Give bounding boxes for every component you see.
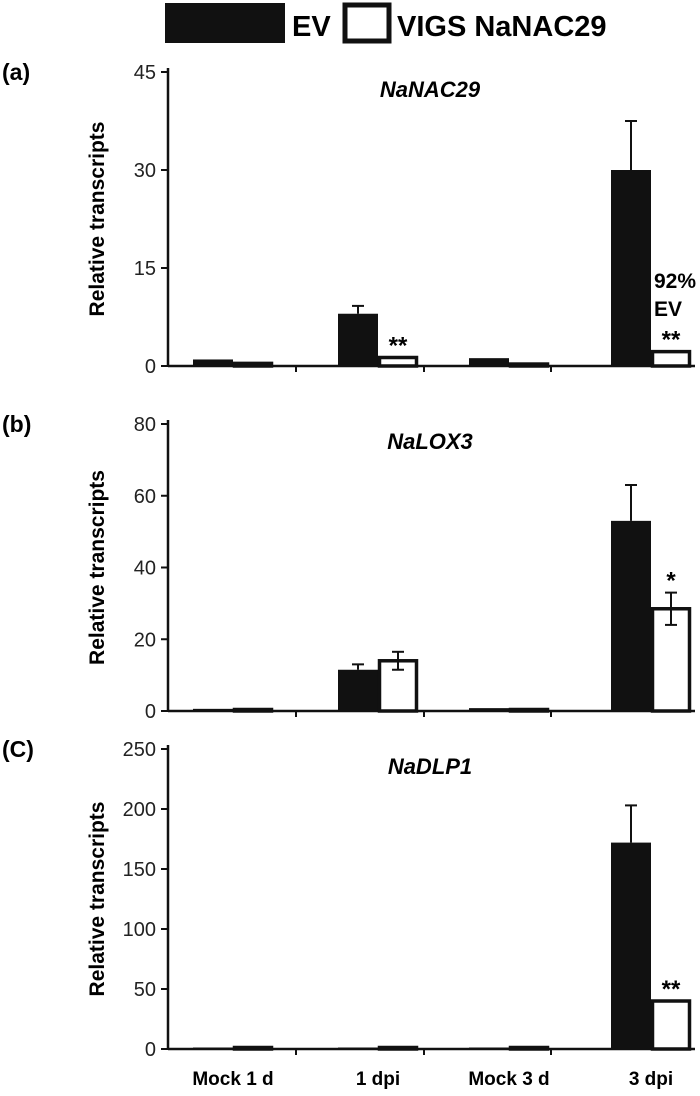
y-tick-label: 0 — [145, 701, 156, 723]
bar-vigs — [232, 707, 274, 713]
panel-label: (a) — [2, 59, 30, 85]
chart-title: NaDLP1 — [388, 754, 472, 779]
bar-ev — [193, 1047, 233, 1049]
bar-ev — [469, 1047, 509, 1049]
y-tick-label: 15 — [134, 258, 156, 280]
panel-label: (C) — [2, 736, 34, 762]
bar-ev — [193, 708, 233, 711]
y-tick-label: 45 — [134, 62, 156, 84]
panel-b: (b) NaLOX3 Relative transcripts 0 20 40 60 80 * — [2, 411, 695, 723]
bar-vigs — [377, 1045, 419, 1051]
legend: EV VIGS NaNAC29 — [165, 2, 607, 44]
x-tick-label: Mock 1 d — [192, 1069, 273, 1090]
x-tick-label: 3 dpi — [629, 1069, 673, 1090]
bar-vigs — [508, 362, 550, 368]
significance-mark: ** — [389, 333, 408, 360]
bar-ev — [469, 708, 509, 711]
bar-vigs — [232, 361, 274, 368]
panel-c: (C) NaDLP1 Relative transcripts 0 50 100 150 20… — [2, 736, 695, 1061]
legend-label-ev: EV — [292, 11, 331, 43]
legend-swatch-ev — [165, 3, 285, 43]
y-tick-label: 60 — [134, 486, 156, 508]
bar-vigs — [650, 349, 692, 368]
y-tick-label: 200 — [123, 799, 156, 821]
legend-swatch-vigs — [342, 2, 392, 44]
x-axis-category-labels: Mock 1 d 1 dpi Mock 3 d 3 dpi — [192, 1069, 673, 1090]
bar-vigs — [508, 1045, 550, 1051]
significance-mark: ** — [662, 327, 681, 354]
bar-ev — [338, 313, 378, 366]
panel-label: (b) — [2, 411, 31, 437]
panel-a: (a) NaNAC29 Relative transcripts 0 15 30 45 ** *… — [2, 59, 700, 378]
chart-title: NaLOX3 — [387, 429, 473, 454]
bar-ev — [611, 842, 651, 1049]
legend-label-vigs: VIGS NaNAC29 — [397, 11, 607, 43]
x-tick-label: Mock 3 d — [468, 1069, 549, 1090]
bar-ev — [611, 520, 651, 711]
y-tick-label: 30 — [134, 160, 156, 182]
bar-ev — [611, 170, 651, 366]
bar-vigs — [508, 707, 550, 713]
bar-vigs — [377, 355, 419, 368]
x-tick-label: 1 dpi — [356, 1069, 400, 1090]
y-tick-label: 150 — [123, 859, 156, 881]
significance-mark: ** — [662, 976, 681, 1003]
y-tick-label: 80 — [134, 414, 156, 436]
significance-mark: * — [666, 568, 676, 595]
y-tick-label: 50 — [134, 979, 156, 1001]
y-tick-label: 0 — [145, 1039, 156, 1061]
y-axis-label: Relative transcripts — [86, 470, 109, 665]
note-text: EV — [654, 298, 682, 321]
bar-ev — [469, 358, 509, 366]
bar-ev — [338, 669, 378, 711]
y-axis-label: Relative transcripts — [86, 802, 109, 997]
y-tick-label: 250 — [123, 739, 156, 761]
bar-ev — [193, 359, 233, 366]
y-tick-label: 40 — [134, 558, 156, 580]
bar-ev — [338, 1047, 378, 1049]
bar-vigs — [650, 999, 692, 1051]
y-axis-label: Relative transcripts — [86, 122, 109, 317]
y-tick-label: 0 — [145, 356, 156, 378]
note-text: 92% of — [654, 270, 700, 293]
y-tick-label: 20 — [134, 629, 156, 651]
y-tick-label: 100 — [123, 919, 156, 941]
chart-title: NaNAC29 — [380, 77, 481, 102]
bar-vigs — [232, 1045, 274, 1051]
